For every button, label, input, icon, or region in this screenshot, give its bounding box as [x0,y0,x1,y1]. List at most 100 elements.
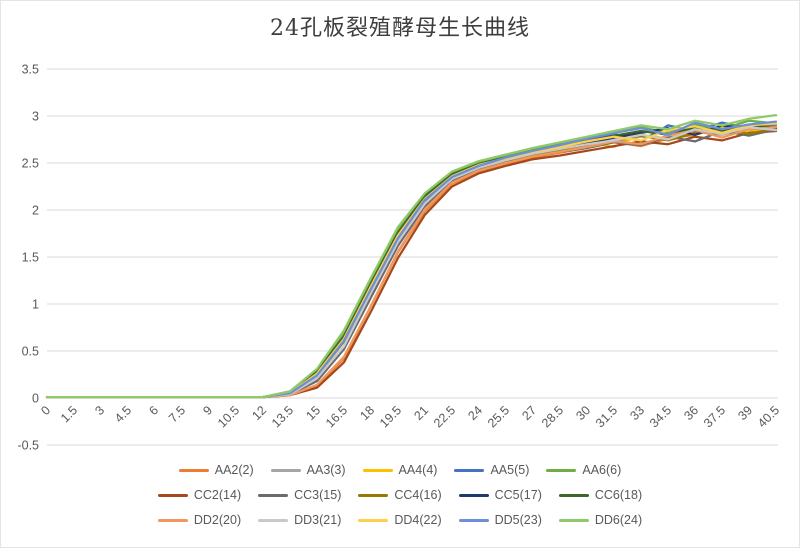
legend-item: AA6(6) [546,463,621,477]
x-axis-label: 27 [519,403,539,423]
x-axis-label: 6 [146,403,161,418]
x-axis-label: 1.5 [58,403,80,425]
series-line-AA3(3) [45,127,778,399]
legend-label: AA4(4) [398,463,438,477]
x-axis-label: 24 [465,403,485,423]
x-axis-label: 9 [200,403,215,418]
series-line-DD2(20) [45,126,778,399]
legend-swatch-icon [458,518,489,522]
x-axis-label: 31.5 [593,403,620,430]
x-axis-label: 25.5 [485,403,512,430]
legend-label: CC5(17) [494,488,542,502]
x-axis-label: 28.5 [539,403,566,430]
legend-label: CC6(18) [594,488,643,502]
legend-swatch-icon [178,468,209,472]
x-axis-label: 21 [411,403,431,423]
legend-label: CC4(16) [394,488,442,502]
legend-item: DD5(23) [458,513,542,527]
legend-item: CC4(16) [358,488,442,502]
y-axis-label: 2 [32,204,39,218]
legend-swatch-icon [558,518,589,522]
x-axis-label: 30 [573,403,593,423]
x-axis-label: 40.5 [755,403,782,430]
y-axis-label: -0.5 [17,439,39,453]
legend-swatch-icon [270,468,301,472]
x-axis-label: 15 [303,403,323,423]
legend-swatch-icon [546,468,577,472]
x-axis-label: 22.5 [431,403,458,430]
legend-item: DD2(20) [157,513,242,527]
x-axis-label: 4.5 [112,403,134,425]
legend-swatch-icon [558,493,589,497]
legend: AA2(2) AA3(3) AA4(4) AA5(5) AA6(6) CC2(14) CC3… [1,458,799,532]
legend-label: DD4(22) [394,513,442,527]
x-axis-label: 36 [681,403,701,423]
y-axis-label: 1 [32,298,39,312]
chart-title: 24孔板裂殖酵母生长曲线 [270,16,530,41]
x-axis-label: 0 [38,403,53,418]
legend-item: CC3(15) [258,488,341,502]
x-axis-label: 33 [627,403,647,423]
series-line-CC3(15) [45,128,778,399]
x-axis-label: 39 [735,403,755,423]
legend-label: DD6(24) [594,513,643,527]
legend-swatch-icon [358,518,389,522]
legend-item: AA2(2) [178,463,254,477]
y-axis-label: 0.5 [22,345,39,359]
legend-row: CC2(14) CC3(15) CC4(16) CC5(17) CC6(18) [157,483,643,507]
legend-label: AA3(3) [306,463,346,477]
legend-label: DD2(20) [193,513,242,527]
y-axis-label: 3 [32,110,39,124]
x-axis-label: 18 [357,403,377,423]
series-line-CC5(17) [45,124,778,399]
legend-item: AA5(5) [454,463,529,477]
series-line-CC6(18) [45,123,778,399]
legend-item: DD4(22) [358,513,442,527]
legend-swatch-icon [157,493,188,497]
x-axis-label: 34.5 [647,403,674,430]
x-axis-label: 19.5 [377,403,404,430]
legend-label: AA6(6) [582,463,622,477]
legend-swatch-icon [458,493,489,497]
y-axis-label: 2.5 [22,157,39,171]
x-axis-label: 12 [249,403,269,423]
y-axis-label: 1.5 [22,251,39,265]
legend-item: CC5(17) [458,488,542,502]
y-axis-label: 3.5 [22,63,39,77]
legend-swatch-icon [362,468,393,472]
series-line-AA4(4) [45,125,778,399]
x-axis-label: 16.5 [323,403,350,430]
series-line-CC2(14) [45,129,778,399]
legend-swatch-icon [258,493,289,497]
legend-label: AA2(2) [214,463,254,477]
series-line-AA5(5) [45,121,778,399]
series-line-AA6(6) [45,119,778,399]
legend-swatch-icon [454,468,485,472]
series-line-DD3(21) [45,126,778,399]
x-axis-label: 10.5 [215,403,242,430]
legend-label: AA5(5) [490,463,530,477]
series-line-AA2(2) [45,126,778,399]
legend-swatch-icon [358,493,389,497]
series-line-DD6(24) [45,113,778,399]
legend-label: DD5(23) [494,513,542,527]
legend-swatch-icon [258,518,289,522]
legend-label: DD3(21) [294,513,342,527]
legend-label: CC3(15) [294,488,342,502]
legend-swatch-icon [157,518,188,522]
x-axis-label: 3 [92,403,107,418]
legend-item: AA3(3) [270,463,346,477]
legend-label: CC2(14) [193,488,242,502]
legend-row: DD2(20) DD3(21) DD4(22) DD5(23) DD6(24) [157,508,643,532]
x-axis-label: 7.5 [166,403,188,425]
series-line-CC4(16) [45,127,778,399]
legend-item: CC2(14) [157,488,242,502]
x-axis-label: 13.5 [269,403,296,430]
series-line-DD4(22) [45,122,778,399]
legend-row: AA2(2) AA3(3) AA4(4) AA5(5) AA6(6) [178,458,621,482]
y-axis-label: 0 [32,392,39,406]
x-axis-label: 37.5 [701,403,728,430]
legend-item: AA4(4) [362,463,438,477]
